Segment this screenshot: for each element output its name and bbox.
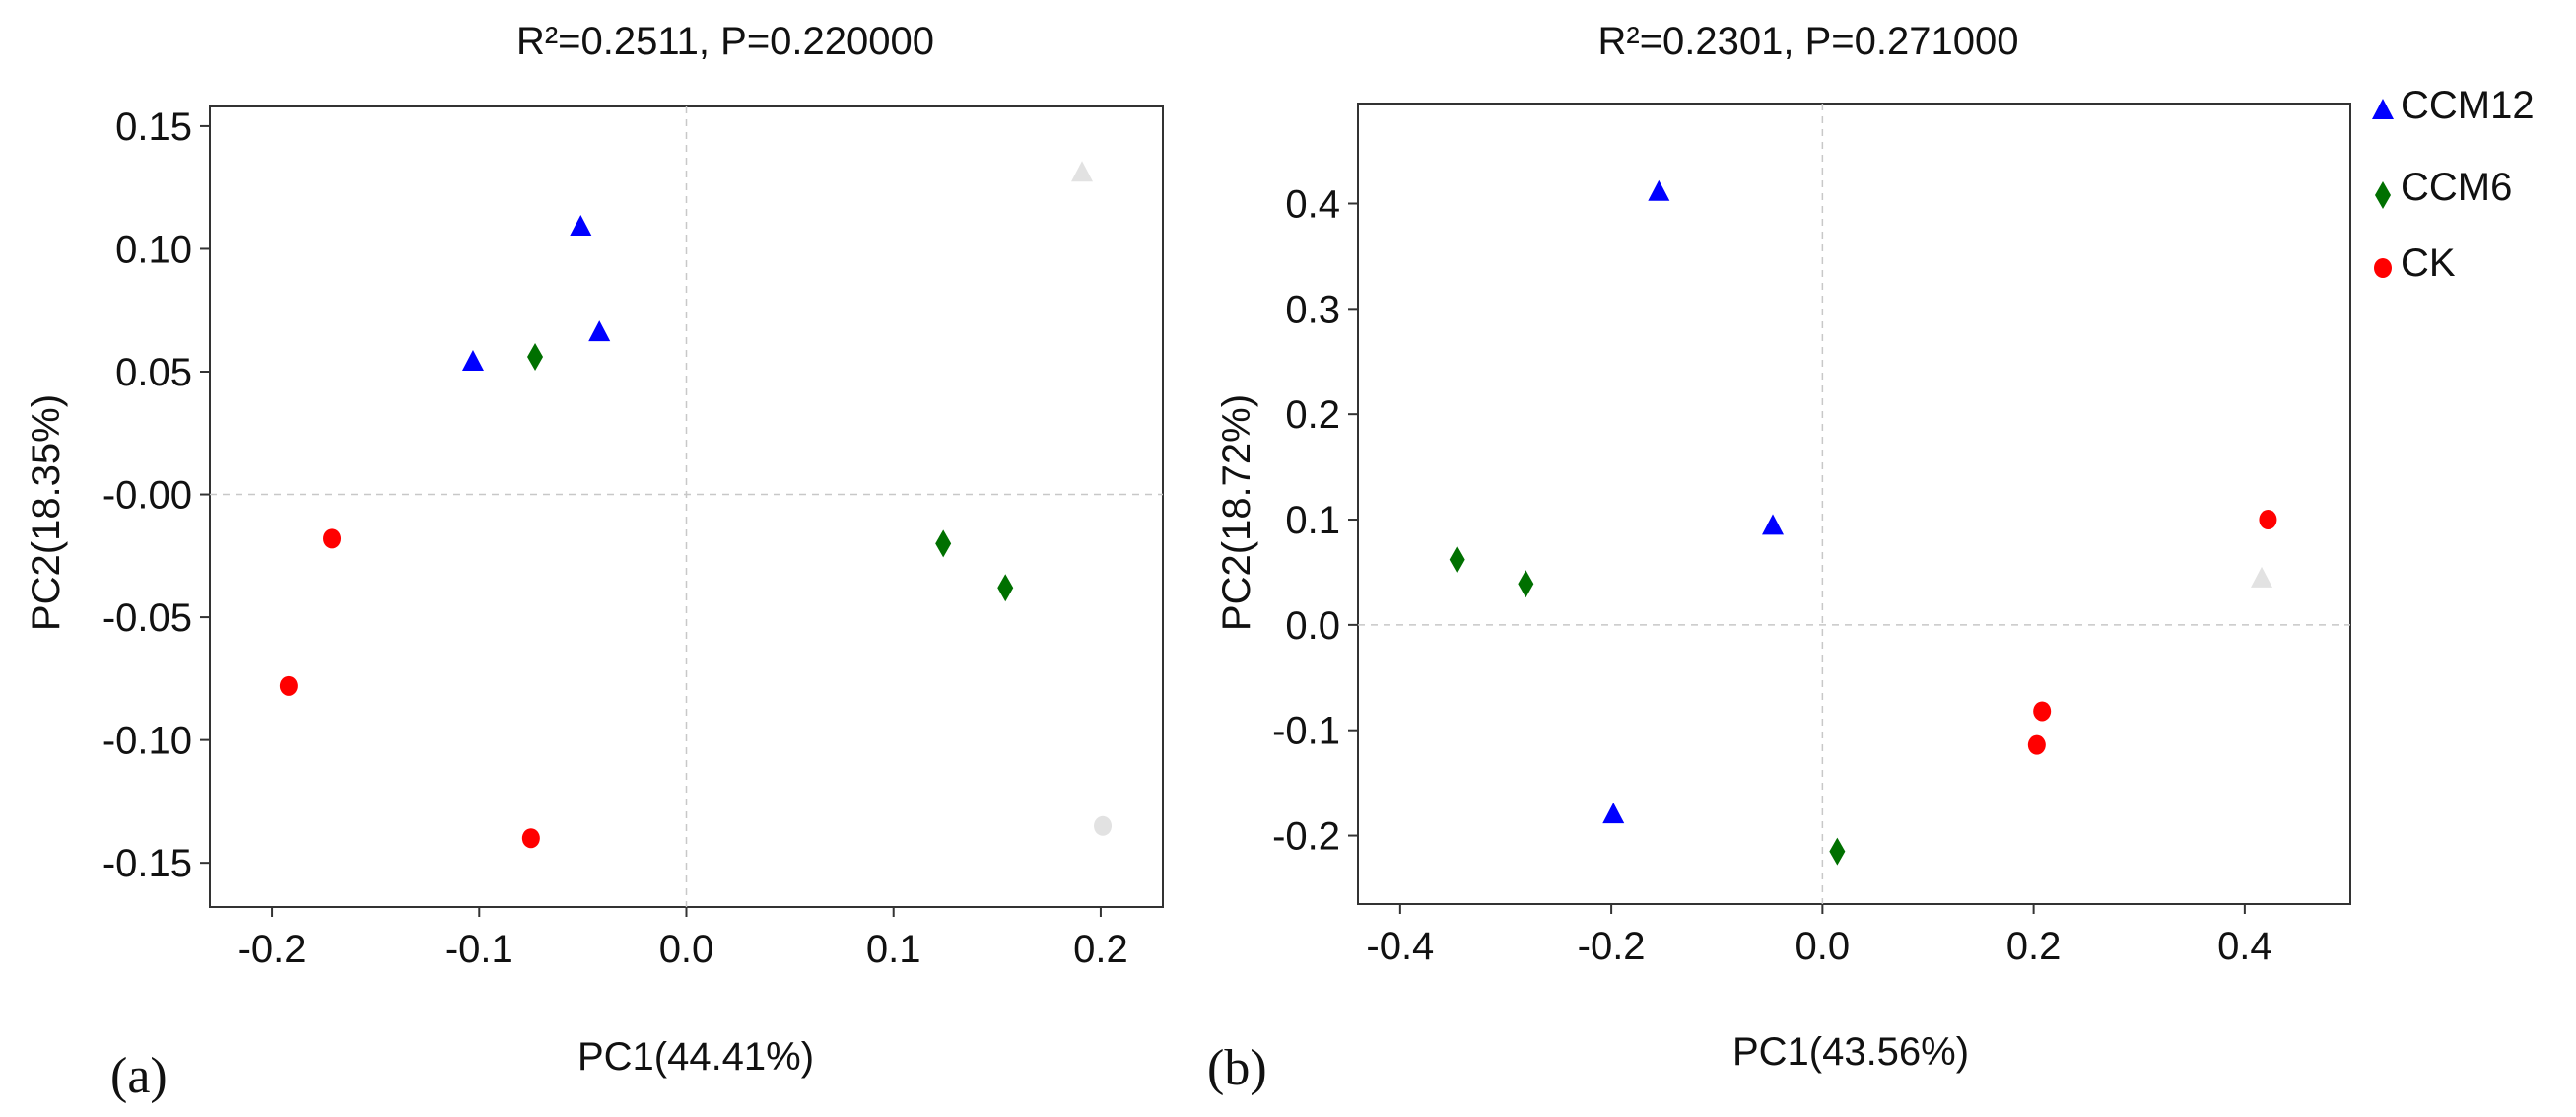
point-ck	[2033, 701, 2052, 722]
y-tick-label: 0.15	[115, 105, 192, 149]
point-ck	[2027, 734, 2046, 755]
y-tick-label: -0.00	[102, 474, 192, 518]
panel-b-x-ticks: -0.4 -0.2 0.0 0.2 0.4	[1366, 904, 2272, 968]
legend-item-ccm12: CCM12	[2372, 84, 2535, 127]
point-ccm6	[527, 343, 544, 372]
point-faint	[2251, 566, 2273, 588]
legend-item-ccm6: CCM6	[2375, 166, 2512, 209]
x-tick-label: 0.0	[1796, 925, 1851, 968]
y-tick-label: 0.0	[1285, 604, 1340, 648]
panel-b-x-axis-label: PC1(43.56%)	[1732, 1030, 1969, 1074]
legend-label-ccm6: CCM6	[2401, 166, 2512, 209]
y-tick-label: 0.1	[1285, 499, 1340, 542]
legend-label-ccm12: CCM12	[2401, 84, 2535, 127]
point-faint	[1094, 815, 1113, 836]
legend-item-ck: CK	[2374, 242, 2456, 285]
panel-b-figure-label: (b)	[1207, 1040, 1267, 1096]
y-tick-label: -0.2	[1272, 815, 1340, 859]
panel-a-chart: R²=0.2511, P=0.220000 -0.2 -0.1 0.0 0.1 0.2 …	[25, 20, 1164, 1104]
panel-a-points	[279, 161, 1113, 849]
legend-ccm6-symbol	[2375, 181, 2391, 209]
point-faint	[1071, 161, 1094, 182]
point-ck	[323, 528, 342, 549]
point-ck	[521, 828, 540, 849]
y-tick-label: 0.2	[1285, 393, 1340, 437]
y-tick-label: 0.10	[115, 228, 192, 271]
legend-ccm12-symbol	[2372, 99, 2394, 119]
y-tick-label: -0.15	[102, 842, 192, 885]
point-ck	[2259, 510, 2277, 530]
y-tick-label: -0.10	[102, 720, 192, 763]
y-tick-label: -0.1	[1272, 710, 1340, 753]
point-ccm6	[1829, 837, 1846, 866]
x-tick-label: 0.1	[866, 928, 921, 971]
point-ccm12	[461, 350, 484, 372]
legend-marker-ck	[2374, 258, 2392, 278]
legend: CCM12 CCM6 CK	[2372, 84, 2535, 285]
y-tick-label: -0.05	[102, 596, 192, 640]
y-tick-label: 0.4	[1285, 183, 1340, 227]
panel-b-points	[1449, 179, 2277, 866]
x-tick-label: -0.4	[1366, 925, 1434, 968]
x-tick-label: -0.2	[1578, 925, 1646, 968]
panel-a-title: R²=0.2511, P=0.220000	[516, 20, 934, 63]
x-tick-label: 0.4	[2217, 925, 2272, 968]
panel-b-y-axis-label: PC2(18.72%)	[1215, 394, 1258, 631]
panel-a-x-axis-label: PC1(44.41%)	[577, 1035, 814, 1079]
point-ck	[279, 675, 298, 696]
legend-marker-ccm12	[2372, 99, 2394, 119]
point-ccm6	[997, 574, 1014, 602]
panel-b-plot-frame	[1357, 103, 2351, 905]
x-tick-label: 0.2	[1073, 928, 1128, 971]
y-tick-label: 0.05	[115, 351, 192, 394]
legend-label-ck: CK	[2401, 242, 2456, 285]
point-ccm6	[935, 529, 952, 558]
point-ccm12	[1762, 514, 1785, 535]
legend-ck-symbol	[2374, 258, 2392, 278]
panel-b-chart: R²=0.2301, P=0.271000 -0.4 -0.2 0.0 0.2 0.4 …	[1207, 20, 2351, 1096]
panel-b-title: R²=0.2301, P=0.271000	[1597, 20, 2018, 63]
x-tick-label: -0.2	[238, 928, 306, 971]
point-ccm12	[570, 215, 592, 237]
point-ccm12	[588, 320, 611, 342]
y-tick-label: 0.3	[1285, 288, 1340, 331]
point-ccm6	[1449, 545, 1465, 574]
x-tick-label: 0.2	[2006, 925, 2062, 968]
legend-marker-ccm6	[2375, 181, 2391, 209]
point-ccm12	[1648, 179, 1670, 201]
x-tick-label: 0.0	[659, 928, 714, 971]
point-ccm6	[1518, 570, 1534, 598]
panel-b-y-ticks: 0.4 0.3 0.2 0.1 0.0 -0.1 -0.2	[1272, 183, 1358, 859]
panel-a-y-axis-label: PC2(18.35%)	[25, 394, 68, 631]
panel-a-figure-label: (a)	[110, 1048, 168, 1104]
panel-a-x-ticks: -0.2 -0.1 0.0 0.1 0.2	[238, 907, 1128, 971]
panel-a-zero-lines	[210, 106, 1163, 907]
point-ccm12	[1602, 803, 1625, 824]
x-tick-label: -0.1	[445, 928, 513, 971]
panel-b-zero-lines	[1358, 104, 2350, 904]
panel-a-y-ticks: 0.15 0.10 0.05 -0.00 -0.05 -0.10 -0.15	[102, 105, 210, 885]
